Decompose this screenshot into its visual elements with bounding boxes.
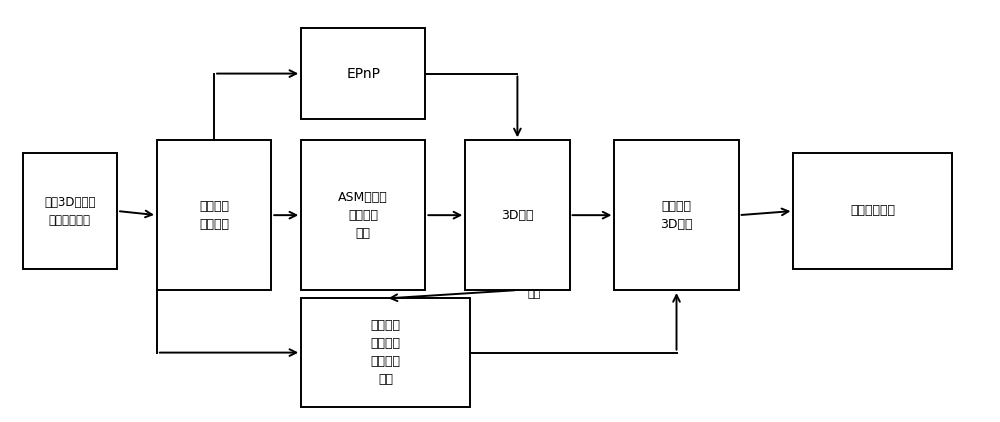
FancyBboxPatch shape bbox=[614, 140, 739, 290]
FancyBboxPatch shape bbox=[301, 28, 425, 119]
Text: 调整: 调整 bbox=[527, 289, 541, 299]
Text: 虚拟环境
和实际环
境的比例
关系: 虚拟环境 和实际环 境的比例 关系 bbox=[371, 319, 401, 386]
FancyBboxPatch shape bbox=[465, 140, 570, 290]
FancyBboxPatch shape bbox=[23, 153, 117, 269]
FancyBboxPatch shape bbox=[301, 140, 425, 290]
Text: 被测卡车体积: 被测卡车体积 bbox=[850, 205, 895, 217]
FancyBboxPatch shape bbox=[793, 153, 952, 269]
FancyBboxPatch shape bbox=[301, 298, 470, 407]
FancyBboxPatch shape bbox=[157, 140, 271, 290]
Text: 3D匹配: 3D匹配 bbox=[501, 208, 534, 222]
Text: 卡车3D模型和
被测卡车图片: 卡车3D模型和 被测卡车图片 bbox=[44, 195, 96, 227]
Text: EPnP: EPnP bbox=[346, 67, 380, 81]
Text: 建立虚拟
现实模型: 建立虚拟 现实模型 bbox=[199, 200, 229, 231]
Text: ASM算法识
别卡车特
征点: ASM算法识 别卡车特 征点 bbox=[338, 191, 388, 240]
Text: 形变后的
3D模型: 形变后的 3D模型 bbox=[660, 200, 693, 231]
